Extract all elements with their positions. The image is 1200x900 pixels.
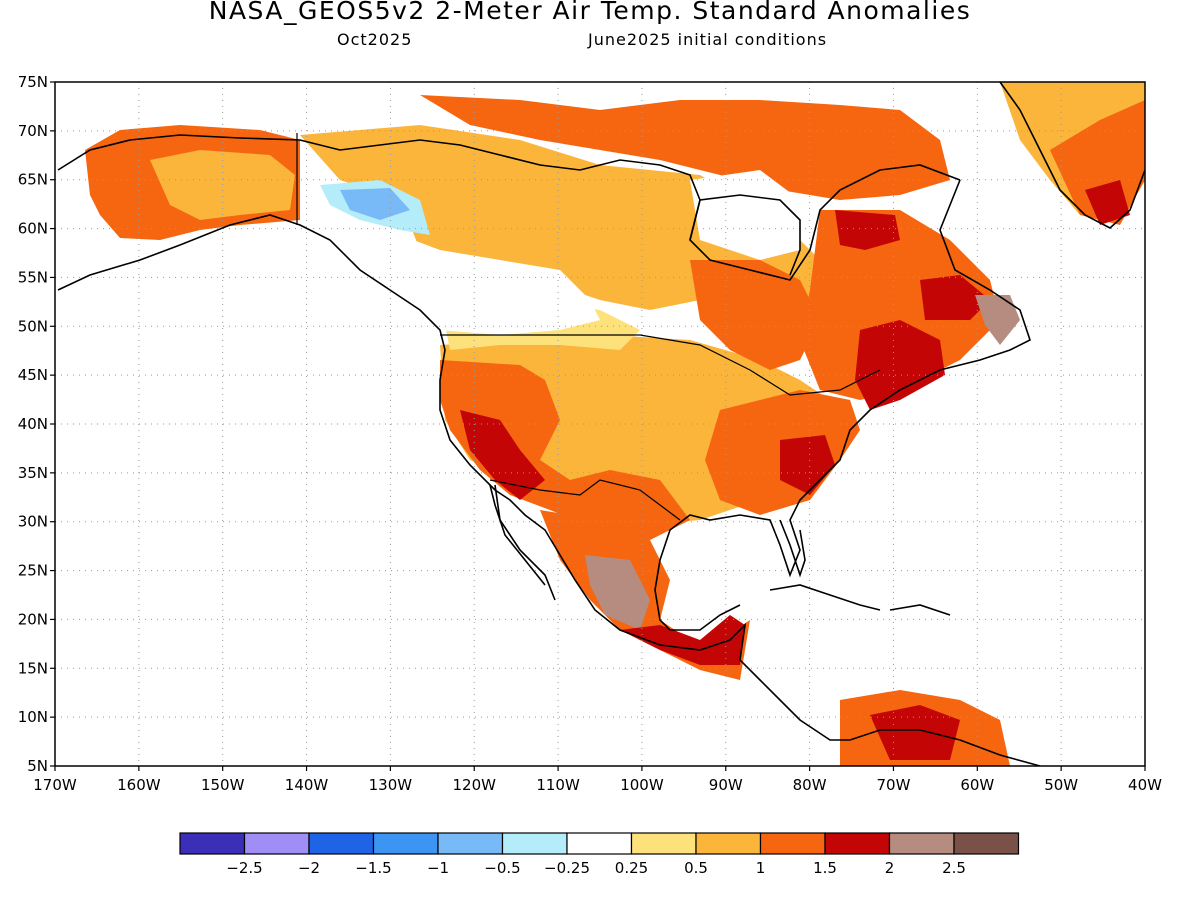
legend-label: 0.5: [684, 859, 708, 877]
coast-hispaniola: [889, 604, 951, 616]
legend-swatch: [437, 832, 504, 855]
border-us-mexico: [489, 479, 681, 521]
legend-swatch: [695, 832, 762, 855]
anomaly-region-south-america-dark: [870, 705, 960, 760]
lat-label: 70N: [18, 122, 48, 140]
anomaly-region-northeast-dark: [855, 320, 945, 410]
borders: [296, 133, 881, 521]
anomaly-region-mexico-dark: [620, 615, 745, 665]
anomaly-region-yukon-colder: [340, 188, 410, 220]
lat-label: 75N: [18, 73, 48, 91]
lon-label: 160W: [117, 776, 161, 794]
coastlines: [57, 82, 1145, 766]
lat-label: 50N: [18, 317, 48, 335]
legend-swatch: [372, 832, 439, 855]
lon-label: 80W: [793, 776, 827, 794]
legend-label: 1: [756, 859, 766, 877]
lat-label: 45N: [18, 366, 48, 384]
lon-label: 40W: [1128, 776, 1162, 794]
lon-label: 100W: [620, 776, 664, 794]
legend-label: −1: [427, 859, 449, 877]
lon-label: 50W: [1044, 776, 1078, 794]
legend-swatch: [630, 832, 697, 855]
anomaly-region-arctic: [420, 95, 950, 200]
anomaly-region-quebec-dark: [835, 210, 900, 250]
lat-label: 15N: [18, 659, 48, 677]
lat-label: 5N: [27, 757, 48, 775]
lon-label: 140W: [285, 776, 329, 794]
lat-label: 60N: [18, 220, 48, 238]
lon-label: 170W: [33, 776, 77, 794]
coast-baja: [489, 484, 546, 586]
coast-alaska: [57, 214, 1041, 766]
coast-east: [654, 179, 1031, 631]
latitude-labels: 75N 70N 65N 60N 55N 50N 45N 40N 35N 30N 25N 20N 15N 1…: [18, 73, 55, 775]
legend-label: −2: [298, 859, 320, 877]
anomaly-region-se-dark: [780, 435, 835, 495]
initial-conditions-label: June2025 initial conditions: [588, 30, 828, 49]
legend-swatch: [953, 832, 1020, 855]
coast-cuba: [769, 584, 881, 611]
legend-swatch: [824, 832, 891, 855]
anomaly-region-neutral-canada: [300, 200, 600, 335]
lon-label: 60W: [960, 776, 994, 794]
valid-month-label: Oct2025: [337, 30, 413, 49]
legend-label: 1.5: [813, 859, 837, 877]
legend-label: 2.5: [942, 859, 966, 877]
anomaly-region-newfoundland: [975, 295, 1020, 345]
lon-label: 120W: [452, 776, 496, 794]
coast-hudson: [689, 194, 801, 276]
anomaly-region-hudson-east: [690, 260, 820, 370]
lat-label: 30N: [18, 513, 48, 531]
lat-label: 40N: [18, 415, 48, 433]
lon-label: 150W: [201, 776, 245, 794]
coast-gulf-california: [494, 484, 556, 601]
border-us-canada: [440, 334, 881, 396]
lat-label: 25N: [18, 562, 48, 580]
legend-label: 2: [885, 859, 895, 877]
anomaly-region-mexico-brown: [585, 555, 650, 630]
anomaly-region-labrador-dark: [920, 275, 990, 320]
anomaly-region-greenland-dark: [1085, 180, 1130, 225]
anomaly-region-sw-dark: [460, 410, 545, 500]
legend-label: −1.5: [355, 859, 391, 877]
legend-swatch: [243, 832, 310, 855]
lat-label: 55N: [18, 268, 48, 286]
legend-label: −0.5: [484, 859, 520, 877]
anomaly-region-neutral-hudson: [690, 170, 800, 260]
legend-swatch: [179, 832, 246, 855]
coast-arctic: [57, 134, 961, 281]
legend-swatch: [501, 832, 568, 855]
lat-label: 65N: [18, 171, 48, 189]
legend-label: 0.25: [615, 859, 648, 877]
legend-swatch: [759, 832, 826, 855]
legend-swatch: [308, 832, 375, 855]
lat-label: 35N: [18, 464, 48, 482]
color-legend: −2.5 −2 −1.5 −1 −0.5 −0.25 0.25 0.5 1 1.5 2 2.5: [179, 832, 1020, 877]
coast-florida: [779, 519, 806, 578]
legend-swatch: [566, 832, 633, 855]
map-title: NASA_GEOS5v2 2-Meter Air Temp. Standard …: [208, 0, 972, 25]
lon-label: 70W: [877, 776, 911, 794]
lon-label: 130W: [369, 776, 413, 794]
lat-label: 10N: [18, 708, 48, 726]
coast-greenland: [999, 82, 1145, 229]
lon-label: 90W: [709, 776, 743, 794]
anomaly-region-west: [440, 360, 690, 540]
legend-swatch: [888, 832, 955, 855]
lon-label: 110W: [536, 776, 580, 794]
legend-label: −2.5: [226, 859, 262, 877]
lat-label: 20N: [18, 610, 48, 628]
longitude-labels: 170W 160W 150W 140W 130W 120W 110W 100W 90W 80W 70…: [33, 766, 1162, 794]
legend-label: −0.25: [544, 859, 590, 877]
